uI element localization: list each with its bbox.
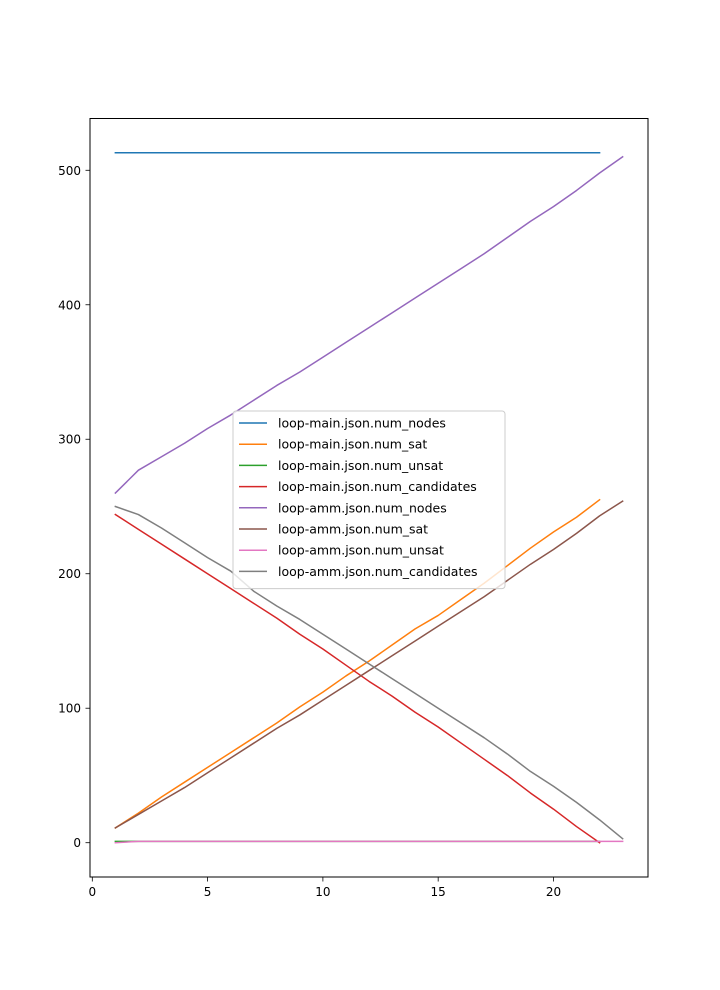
legend-label-7: loop-amm.json.num_candidates bbox=[278, 564, 478, 579]
legend-label-5: loop-amm.json.num_sat bbox=[278, 522, 428, 537]
legend-label-3: loop-main.json.num_candidates bbox=[278, 479, 477, 494]
legend-label-6: loop-amm.json.num_unsat bbox=[278, 543, 444, 558]
x-tick-label: 20 bbox=[546, 885, 561, 899]
y-tick-label: 300 bbox=[58, 433, 81, 447]
legend-label-0: loop-main.json.num_nodes bbox=[278, 416, 446, 431]
y-tick-label: 100 bbox=[58, 702, 81, 716]
series-line-3 bbox=[114, 513, 601, 844]
y-tick-label: 200 bbox=[58, 567, 81, 581]
series-line-6 bbox=[114, 840, 624, 844]
x-tick-label: 15 bbox=[431, 885, 446, 899]
plot-frame bbox=[89, 118, 649, 878]
y-tick-label: 500 bbox=[58, 164, 81, 178]
legend: loop-main.json.num_nodes loop-main.json.n… bbox=[232, 410, 506, 590]
legend-label-1: loop-main.json.num_sat bbox=[278, 437, 427, 452]
series-line-7 bbox=[114, 505, 624, 840]
x-tick-label: 0 bbox=[88, 885, 96, 899]
legend-box bbox=[232, 410, 506, 590]
series-line-4 bbox=[114, 155, 624, 495]
x-tick-label: 10 bbox=[315, 885, 330, 899]
series-line-5 bbox=[114, 500, 624, 829]
series-line-1 bbox=[114, 498, 601, 829]
x-tick-label: 5 bbox=[204, 885, 212, 899]
legend-label-4: loop-amm.json.num_nodes bbox=[278, 500, 447, 515]
x-axis: 0 5 10 15 20 bbox=[88, 877, 561, 899]
y-tick-label: 0 bbox=[73, 836, 81, 850]
legend-label-2: loop-main.json.num_unsat bbox=[278, 458, 443, 473]
y-axis: 0 100 200 300 400 500 bbox=[58, 164, 90, 850]
y-tick-label: 400 bbox=[58, 298, 81, 312]
series-lines bbox=[114, 152, 624, 844]
